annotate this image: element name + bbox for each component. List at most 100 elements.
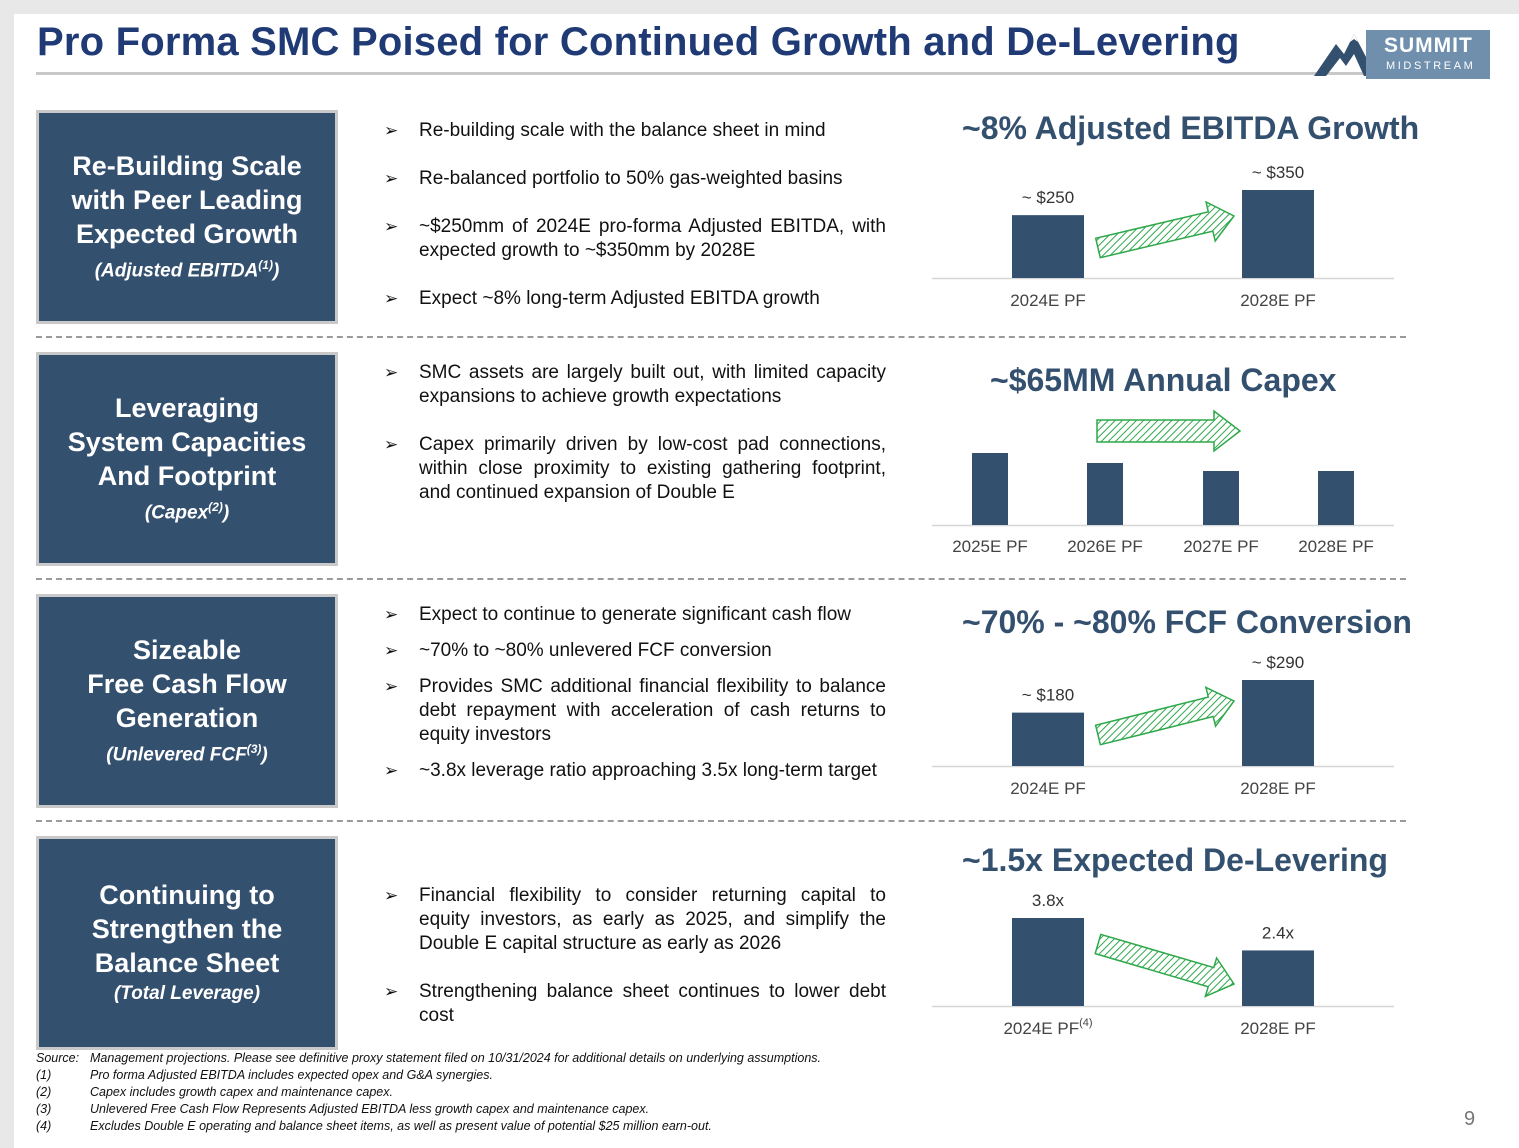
bar (1242, 680, 1314, 766)
arrow-bullet-icon: ➢ (384, 121, 399, 140)
data-label: ~ $350 (1252, 163, 1304, 182)
section-label-leverage: Continuing to Strengthen the Balance She… (36, 836, 338, 1050)
label-line: And Footprint (97, 460, 277, 491)
bullet-item: ➢ SMC assets are largely built out, with … (384, 362, 886, 407)
bar (1318, 471, 1354, 525)
logo-wordmark: SUMMIT (1384, 34, 1473, 57)
tick-label: 2024E PF (1010, 779, 1086, 798)
label-line: Generation (115, 702, 259, 733)
label-line: Strengthen the (91, 914, 283, 944)
data-label: ~ $250 (1022, 188, 1074, 207)
chart-ebitda-svg: ~ $250 2024E PF ~ $350 2028E PF (932, 163, 1394, 310)
arrow-bullet-icon: ➢ (384, 641, 399, 660)
bullet-item: ➢ ~3.8x leverage ratio approaching 3.5x l… (384, 760, 877, 781)
tick-label: 2024E PF (1010, 291, 1086, 310)
footnote-row: (2) Capex includes growth capex and maint… (36, 1085, 393, 1099)
tick-label: 2028E PF (1240, 779, 1316, 798)
data-label: 2.4x (1262, 923, 1295, 942)
bullets-growth: ➢ Re-building scale with the balance shee… (384, 119, 886, 311)
bullet-item: ➢ Re-balanced portfolio to 50% gas-weight… (384, 168, 843, 189)
label-line: Re-Building Scale (72, 150, 302, 181)
chart-fcf: ~ $180 2024E PF ~ $290 2028E PF (932, 645, 1394, 810)
label-sub: (Capex(2)) (144, 499, 230, 524)
section-label-growth: Re-Building Scale with Peer Leading Expe… (36, 110, 338, 324)
label-line: Balance Sheet (94, 948, 280, 978)
arrow-bullet-icon: ➢ (384, 677, 399, 696)
arrow-bullet-icon: ➢ (384, 886, 399, 905)
bullet-item: ➢ Provides SMC additional financial flexi… (384, 676, 886, 745)
page-title: Pro Forma SMC Poised for Continued Growt… (37, 20, 1240, 64)
bullets-leverage: ➢ Financial flexibility to consider retur… (384, 884, 886, 1028)
footnote-row: Source: Management projections. Please se… (36, 1051, 821, 1065)
label-line: Free Cash Flow (87, 668, 287, 699)
tick-label: 2028E PF (1240, 1019, 1316, 1038)
arrow-bullet-icon: ➢ (384, 217, 399, 236)
data-label: ~ $180 (1022, 686, 1074, 705)
tick-label: 2024E PF(4) (1003, 1017, 1092, 1038)
label-line: Expected Growth (75, 218, 299, 249)
footnote-row: (1) Pro forma Adjusted EBITDA includes ex… (36, 1068, 493, 1082)
bar (1203, 471, 1239, 525)
arrow-bullet-icon: ➢ (384, 363, 399, 382)
bar (1242, 190, 1314, 278)
chart-leverage-svg: 3.8x 2024E PF(4) 2.4x 2028E PF (932, 891, 1394, 1038)
trend-arrow-icon (1096, 409, 1242, 453)
bullet-item: ➢ ~$250mm of 2024E pro-forma Adjusted EBI… (384, 216, 886, 261)
section-divider (36, 336, 1406, 338)
chart-title: ~70% - ~80% FCF Conversion (962, 604, 1412, 640)
bar (972, 453, 1008, 525)
bullet-item: ➢ Financial flexibility to consider retur… (384, 885, 886, 954)
arrow-bullet-icon: ➢ (384, 605, 399, 624)
label-line: System Capacities (67, 426, 307, 457)
footnote-row: (4) Excludes Double E operating and balan… (36, 1119, 712, 1133)
bullet-item: ➢ Expect to continue to generate signific… (384, 604, 851, 625)
arrow-bullet-icon: ➢ (384, 435, 399, 454)
trend-arrow-icon (1094, 686, 1236, 746)
bullet-item: ➢ Capex primarily driven by low-cost pad … (384, 434, 886, 503)
tick-label: 2028E PF (1240, 291, 1316, 310)
bullet-item: ➢ Re-building scale with the balance shee… (384, 120, 826, 141)
tick-label: 2025E PF (952, 537, 1028, 556)
section-divider (36, 578, 1406, 580)
label-sub: (Adjusted EBITDA(1)) (94, 257, 280, 282)
trend-arrow-icon (1094, 933, 1236, 998)
arrow-bullet-icon: ➢ (384, 761, 399, 780)
section-label-fcf: Sizeable Free Cash Flow Generation (Unle… (36, 594, 338, 808)
bullets-fcf: ➢ Expect to continue to generate signific… (384, 603, 886, 783)
title-rule (36, 72, 1476, 75)
label-line: Leveraging (114, 392, 260, 423)
footnotes: Source: Management projections. Please se… (36, 1050, 821, 1135)
label-sub: (Unlevered FCF(3)) (106, 741, 268, 766)
chart-ebitda: ~ $250 2024E PF ~ $350 2028E PF (932, 150, 1394, 320)
bar (1012, 918, 1084, 1006)
chart-capex-svg: 2025E PF 2026E PF 2027E PF 2028E PF (932, 409, 1394, 556)
chart-capex: 2025E PF 2026E PF 2027E PF 2028E PF (932, 405, 1394, 565)
bullet-item: ➢ Expect ~8% long-term Adjusted EBITDA gr… (384, 288, 820, 309)
bar (1242, 950, 1314, 1006)
tick-label: 2027E PF (1183, 537, 1259, 556)
chart-title: ~1.5x Expected De-Levering (962, 842, 1388, 878)
label-line: with Peer Leading (71, 184, 303, 215)
chart-title: ~8% Adjusted EBITDA Growth (962, 110, 1420, 146)
footnote-row: (3) Unlevered Free Cash Flow Represents A… (36, 1102, 650, 1116)
bullet-item: ➢ Strengthening balance sheet continues t… (384, 981, 886, 1026)
chart-fcf-svg: ~ $180 2024E PF ~ $290 2028E PF (932, 653, 1394, 798)
page-number: 9 (1464, 1108, 1476, 1130)
logo-box (1366, 30, 1490, 79)
mountain-icon (1314, 34, 1376, 76)
chart-title: ~$65MM Annual Capex (990, 362, 1337, 398)
bullet-item: ➢ ~70% to ~80% unlevered FCF conversion (384, 640, 772, 661)
arrow-bullet-icon: ➢ (384, 169, 399, 188)
data-label: ~ $290 (1252, 653, 1304, 672)
tick-label: 2028E PF (1298, 537, 1374, 556)
section-label-capex: Leveraging System Capacities And Footpri… (36, 352, 338, 566)
tick-label: 2026E PF (1067, 537, 1143, 556)
label-line: Continuing to (99, 880, 275, 910)
label-sub: (Total Leverage) (113, 983, 261, 1004)
bar (1012, 215, 1084, 278)
section-divider (36, 820, 1406, 822)
logo-tagline: MIDSTREAM (1386, 60, 1476, 72)
trend-arrow-icon (1094, 200, 1236, 259)
label-line: Sizeable (132, 634, 242, 665)
arrow-bullet-icon: ➢ (384, 982, 399, 1001)
